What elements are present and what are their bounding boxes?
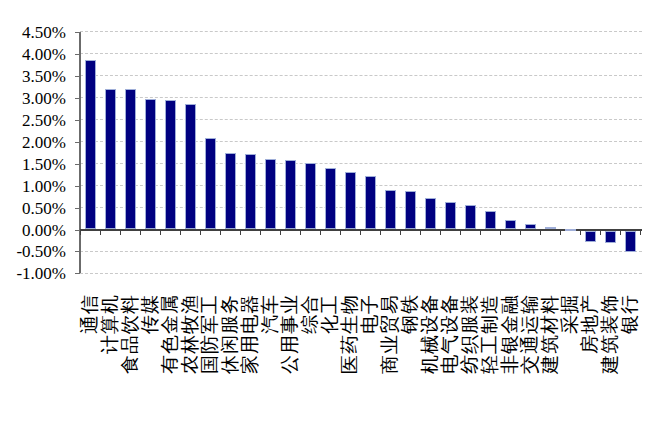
x-axis-category-label-text: 化工 [320, 294, 340, 334]
x-axis-category-label-text: 轻工制造 [480, 294, 500, 374]
x-axis-category-label-text: 采掘 [560, 294, 580, 334]
x-axis-category-label-text: 传媒 [140, 294, 160, 334]
x-axis-category-label-text: 国防军工 [200, 294, 220, 374]
x-axis-category-label-text: 房地产 [580, 294, 600, 354]
x-axis-category-label-text: 通信 [80, 294, 100, 334]
x-axis-category-label-text: 建筑装饰 [600, 294, 620, 374]
x-axis-category-label-text: 电气设备 [440, 294, 460, 374]
x-axis-category-label-text: 食品饮料 [120, 294, 140, 374]
x-axis-category-label-text: 综合 [300, 294, 320, 334]
x-axis-category-label-text: 计算机 [100, 294, 120, 354]
x-axis-category-label-text: 纺织服装 [460, 294, 480, 374]
x-axis-category-label-text: 家用电器 [240, 294, 260, 374]
x-axis-category-label-text: 钢铁 [400, 294, 420, 334]
x-axis-category-label-text: 农林牧渔 [180, 294, 200, 374]
x-axis-category-label-text: 非银金融 [500, 294, 520, 374]
x-axis-category-label-text: 休闲服务 [220, 294, 240, 374]
x-axis-category-label-text: 建筑材料 [540, 294, 560, 374]
x-axis-category-label-text: 机械设备 [420, 294, 440, 374]
bar-chart-figure: 4.50%4.00%3.50%3.00%2.50%2.00%1.50%1.00%… [0, 0, 646, 424]
x-axis-category-label-text: 银行 [620, 294, 640, 334]
x-axis-labels-layer: 通信计算机食品饮料传媒有色金属农林牧渔国防军工休闲服务家用电器汽车公用事业综合化… [0, 0, 646, 424]
x-axis-category-label-text: 医药生物 [340, 294, 360, 374]
x-axis-category-label-text: 电子 [360, 294, 380, 334]
x-axis-category-label-text: 商业贸易 [380, 294, 400, 374]
x-axis-category-label-text: 交通运输 [520, 294, 540, 374]
x-axis-category-label-text: 有色金属 [160, 294, 180, 374]
x-axis-category-label-text: 汽车 [260, 294, 280, 334]
x-axis-category-label-text: 公用事业 [280, 294, 300, 374]
